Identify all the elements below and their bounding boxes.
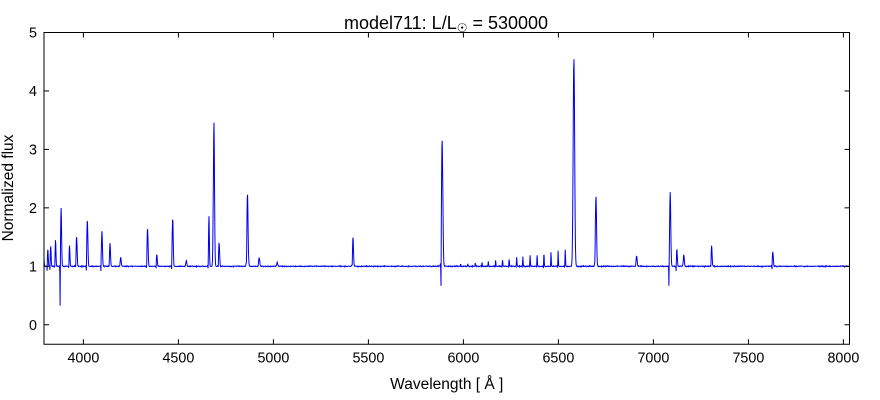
- svg-text:4500: 4500: [162, 351, 194, 367]
- svg-text:6000: 6000: [447, 351, 479, 367]
- svg-text:0: 0: [29, 318, 37, 334]
- svg-text:7000: 7000: [637, 351, 669, 367]
- svg-text:5: 5: [29, 26, 37, 42]
- svg-text:Normalized flux: Normalized flux: [0, 134, 17, 241]
- svg-text:8000: 8000: [827, 351, 859, 367]
- svg-text:3: 3: [29, 142, 37, 158]
- svg-text:6500: 6500: [542, 351, 574, 367]
- svg-text:Wavelength [ Å ]: Wavelength [ Å ]: [390, 376, 503, 393]
- svg-text:2: 2: [29, 201, 37, 217]
- svg-text:1: 1: [29, 259, 37, 275]
- svg-text:5500: 5500: [352, 351, 384, 367]
- svg-text:4: 4: [29, 84, 37, 100]
- svg-text:7500: 7500: [732, 351, 764, 367]
- svg-text:5000: 5000: [257, 351, 289, 367]
- svg-text:4000: 4000: [67, 351, 99, 367]
